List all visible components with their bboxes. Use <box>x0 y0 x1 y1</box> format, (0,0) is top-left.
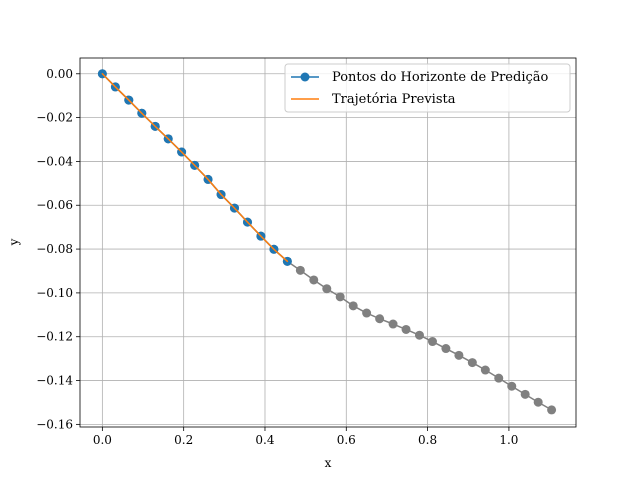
y-tick-label: −0.06 <box>36 198 73 212</box>
full-path-marker <box>467 358 477 368</box>
full-path-marker <box>335 292 345 302</box>
legend-box <box>284 63 571 113</box>
predicted-trajectory-line <box>101 73 289 263</box>
x-tick-label: 0.2 <box>174 433 193 447</box>
full-path-marker <box>520 389 530 399</box>
y-tick-label: −0.04 <box>36 154 73 168</box>
full-path-marker <box>507 381 517 391</box>
full-path-marker <box>401 324 411 334</box>
x-axis-label: x <box>325 456 332 470</box>
full-path-marker <box>533 397 543 407</box>
full-path-marker <box>427 337 437 347</box>
full-path-marker <box>362 308 372 318</box>
legend-label-predicted-trajectory: Trajetória Prevista <box>332 92 456 107</box>
legend-label-prediction-points: Pontos do Horizonte de Predição <box>332 70 549 85</box>
x-tick-label: 1.0 <box>499 433 518 447</box>
full-path-marker <box>441 344 451 354</box>
full-path-marker <box>454 350 464 360</box>
full-path-marker <box>480 365 490 375</box>
plot-area <box>80 58 576 427</box>
x-tick-label: 0.4 <box>255 433 274 447</box>
x-tick-label: 0.6 <box>337 433 356 447</box>
full-path-marker <box>388 319 398 329</box>
y-axis-label: y <box>7 238 21 246</box>
x-tick-label: 0.8 <box>418 433 437 447</box>
y-tick-label: −0.12 <box>36 330 73 344</box>
full-path-marker <box>375 314 385 324</box>
axes-frame <box>79 57 577 428</box>
y-tick-label: −0.08 <box>36 242 73 256</box>
y-tick-label: −0.02 <box>36 111 73 125</box>
axis-ticks: 0.0 0.2 0.4 0.6 0.8 1.0 0.00 −0.02 −0.04 −0.06 −0.… <box>36 67 518 447</box>
legend: Pontos do Horizonte de Predição Trajetór… <box>284 63 571 113</box>
full-path-marker <box>414 330 424 340</box>
y-tick-label: −0.16 <box>36 417 73 431</box>
y-tick-label: 0.00 <box>46 67 73 81</box>
full-path-marker <box>322 284 332 294</box>
full-path-marker <box>295 265 305 275</box>
x-tick-label: 0.0 <box>93 433 112 447</box>
full-path-marker <box>348 301 358 311</box>
full-path-marker <box>309 275 319 285</box>
full-path-marker <box>494 373 504 383</box>
grid-lines <box>80 58 576 427</box>
series-layer <box>97 69 557 415</box>
y-tick-label: −0.14 <box>36 374 73 388</box>
full-path-marker <box>547 405 557 415</box>
y-tick-label: −0.10 <box>36 286 73 300</box>
legend-marker-prediction-points <box>300 72 310 82</box>
